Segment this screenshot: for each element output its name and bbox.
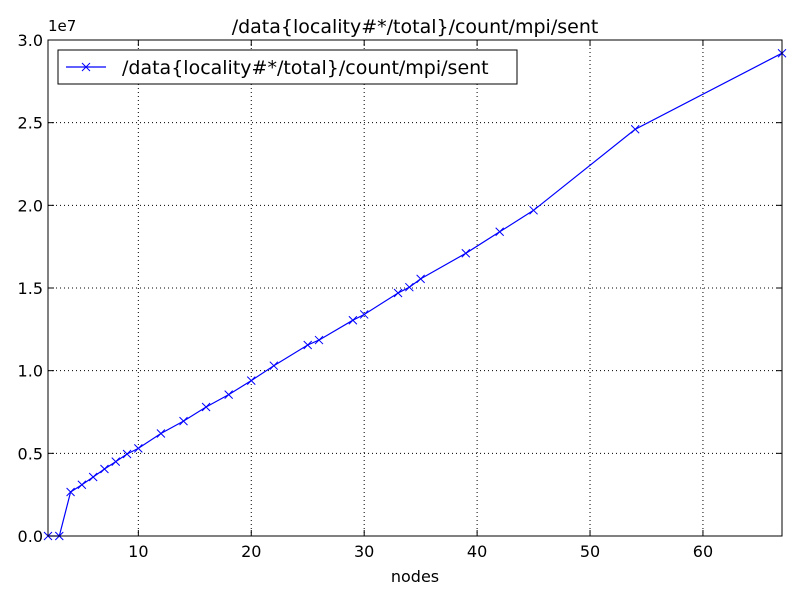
x-axis-label: nodes: [391, 567, 439, 586]
x-tick-label: 10: [128, 542, 148, 561]
y-tick-label: 2.5: [18, 114, 43, 133]
y-tick-label: 0.5: [18, 444, 43, 463]
grid: [48, 40, 782, 536]
y-tick-label: 3.0: [18, 31, 43, 50]
legend: /data{locality#*/total}/count/mpi/sent: [57, 49, 518, 85]
data-point-marker: [348, 315, 358, 325]
data-point-marker: [111, 457, 121, 466]
y-tick-label: 1.5: [18, 279, 43, 298]
data-point-marker: [201, 402, 211, 412]
y-tick-label: 0.0: [18, 527, 43, 546]
data-point-marker: [359, 310, 369, 319]
legend-box: [57, 49, 518, 85]
legend-marker-x-icon: [81, 62, 91, 72]
data-point-marker: [529, 205, 538, 215]
y-tick-label: 2.0: [18, 196, 43, 215]
axis-ticks: 10 20 30 40 50 60 0.0 0.5 1.0 1.5 2.0 2.5 3.0: [18, 31, 782, 561]
data-point-marker: [77, 480, 87, 490]
data-point-marker: [133, 444, 143, 453]
x-tick-label: 60: [693, 542, 713, 561]
data-point-marker: [393, 288, 403, 298]
data-point-marker: [179, 416, 188, 426]
data-point-marker: [405, 282, 414, 292]
series-layer: [43, 48, 787, 541]
plot-frame: [47, 39, 783, 537]
legend-label: /data{locality#*/total}/count/mpi/sent: [122, 57, 489, 79]
data-point-marker: [88, 472, 98, 482]
x-tick-label: 40: [467, 542, 487, 561]
data-point-marker: [461, 248, 471, 258]
data-point-marker: [269, 361, 279, 371]
data-point-marker: [314, 335, 324, 345]
data-point-marker: [66, 487, 75, 497]
data-point-marker: [246, 376, 256, 385]
series-line: [48, 52, 783, 537]
data-point-marker: [156, 429, 166, 438]
y-offset-label: 1e7: [48, 17, 76, 35]
data-point-marker: [100, 464, 109, 474]
chart-title: /data{locality#*/total}/count/mpi/sent: [232, 16, 599, 38]
data-point-marker: [416, 274, 425, 284]
data-point-marker: [122, 449, 132, 459]
x-tick-label: 20: [241, 542, 261, 561]
data-point-marker: [630, 124, 640, 134]
x-tick-label: 50: [580, 542, 600, 561]
data-point-marker: [303, 340, 313, 350]
x-tick-label: 30: [354, 542, 374, 561]
y-tick-label: 1.0: [18, 362, 43, 381]
data-point-marker: [224, 390, 234, 399]
data-point-marker: [495, 227, 505, 237]
